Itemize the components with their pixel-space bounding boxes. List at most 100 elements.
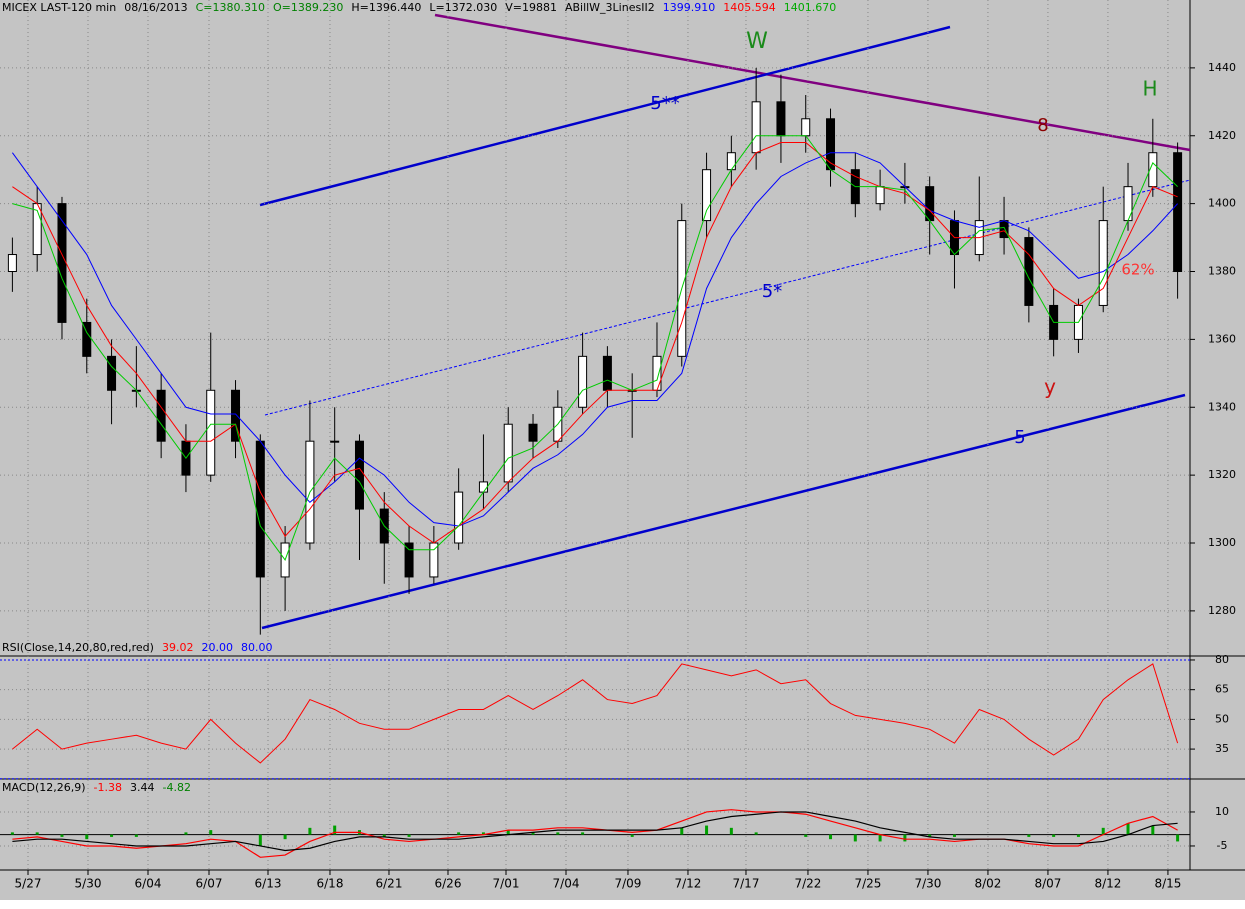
candle-body	[925, 186, 935, 222]
y-tick-label: 50	[1215, 712, 1229, 725]
candle-body	[354, 440, 364, 510]
candle-body	[156, 389, 166, 442]
y-tick-label: 1380	[1208, 265, 1236, 278]
annotation: H	[1142, 77, 1157, 101]
trend-line	[264, 179, 1191, 416]
x-tick-label: 8/07	[1034, 877, 1061, 891]
header-text: ABillW_3LinesII2	[565, 1, 655, 14]
histogram-bar	[729, 827, 733, 835]
moving-average	[12, 135, 1178, 562]
indicator-line	[12, 663, 1179, 764]
y-tick-label: 10	[1215, 805, 1229, 818]
candle-body	[875, 186, 885, 205]
x-tick-label: 8/12	[1094, 877, 1121, 891]
x-tick-label: 7/25	[854, 877, 881, 891]
histogram-bar	[481, 832, 485, 835]
annotation: y	[1044, 375, 1056, 399]
histogram-bar	[581, 832, 585, 835]
candle-body	[1123, 186, 1133, 222]
annotation: W	[746, 29, 768, 54]
header-text: H=1396.440	[351, 1, 421, 14]
x-tick-label: 7/17	[733, 877, 760, 891]
moving-average	[12, 142, 1178, 544]
candle-body	[478, 481, 488, 493]
x-tick-label: 7/22	[794, 877, 821, 891]
candle-body	[82, 321, 92, 357]
y-tick-label: -5	[1217, 839, 1228, 852]
histogram-bar	[1027, 834, 1031, 837]
histogram-bar	[407, 834, 411, 837]
trend-line	[261, 393, 1186, 630]
histogram-bar	[333, 825, 337, 835]
candle-body	[999, 220, 1009, 239]
header-text: -1.38	[94, 781, 122, 794]
candle-body	[231, 389, 241, 442]
candle-body	[503, 423, 513, 483]
histogram-bar	[754, 832, 758, 835]
candle-body	[801, 118, 811, 137]
x-tick-label: 5/27	[15, 877, 42, 891]
histogram-bar	[928, 834, 932, 837]
x-tick-label: 5/30	[75, 877, 102, 891]
histogram-bar	[680, 827, 684, 835]
candle-body	[206, 389, 216, 476]
y-tick-label: 1400	[1208, 197, 1236, 210]
candle-body	[726, 152, 736, 171]
histogram-bar	[85, 834, 89, 840]
histogram-bar	[804, 834, 808, 837]
header-text: C=1380.310	[196, 1, 265, 14]
annotation: 5**	[650, 93, 679, 114]
histogram-bar	[134, 834, 138, 837]
candle-body	[7, 254, 17, 273]
x-tick-label: 6/07	[196, 877, 223, 891]
x-tick-label: 6/21	[376, 877, 403, 891]
candle-body	[776, 101, 786, 137]
x-tick-label: 7/01	[493, 877, 520, 891]
histogram-bar	[10, 832, 14, 835]
candle-body	[107, 355, 117, 391]
header-text: L=1372.030	[429, 1, 497, 14]
histogram-bar	[1126, 823, 1130, 835]
header-text: 3.44	[130, 781, 155, 794]
candle-body	[652, 355, 662, 391]
histogram-bar	[1176, 834, 1180, 842]
y-tick-label: 1420	[1208, 129, 1236, 142]
histogram-bar	[184, 832, 188, 835]
histogram-bar	[853, 834, 857, 842]
header-text: RSI(Close,14,20,80,red,red)	[2, 641, 154, 654]
histogram-bar	[705, 825, 709, 835]
candle-body	[255, 440, 265, 578]
header-text: MICEX LAST-120 min	[2, 1, 116, 14]
moving-average	[11, 152, 1178, 527]
histogram-bar	[110, 834, 114, 837]
histogram-bar	[829, 834, 833, 840]
x-tick-label: 6/26	[435, 877, 462, 891]
candle-body	[528, 423, 538, 442]
x-tick-label: 6/18	[317, 877, 344, 891]
histogram-bar	[283, 834, 287, 840]
histogram-bar	[60, 834, 64, 837]
histogram-bar	[630, 834, 634, 837]
header-text: 80.00	[241, 641, 273, 654]
candle-body	[702, 169, 712, 222]
header-text: V=19881	[505, 1, 557, 14]
histogram-bar	[308, 827, 312, 835]
x-tick-label: 8/15	[1154, 877, 1181, 891]
histogram-bar	[903, 834, 907, 842]
y-tick-label: 1360	[1208, 332, 1236, 345]
candle-body	[429, 542, 439, 578]
histogram-bar	[531, 832, 535, 835]
y-tick-label: 1340	[1208, 400, 1236, 413]
x-tick-label: 7/12	[674, 877, 701, 891]
candle-body	[404, 542, 414, 578]
y-tick-label: 80	[1215, 653, 1229, 666]
histogram-bar	[382, 834, 386, 837]
histogram-bar	[1052, 834, 1056, 837]
candle-body	[454, 491, 464, 544]
candle-body	[57, 203, 67, 323]
candle-body	[826, 118, 836, 171]
header-text: O=1389.230	[273, 1, 343, 14]
candle-body	[602, 355, 612, 391]
x-tick-label: 6/04	[135, 877, 162, 891]
